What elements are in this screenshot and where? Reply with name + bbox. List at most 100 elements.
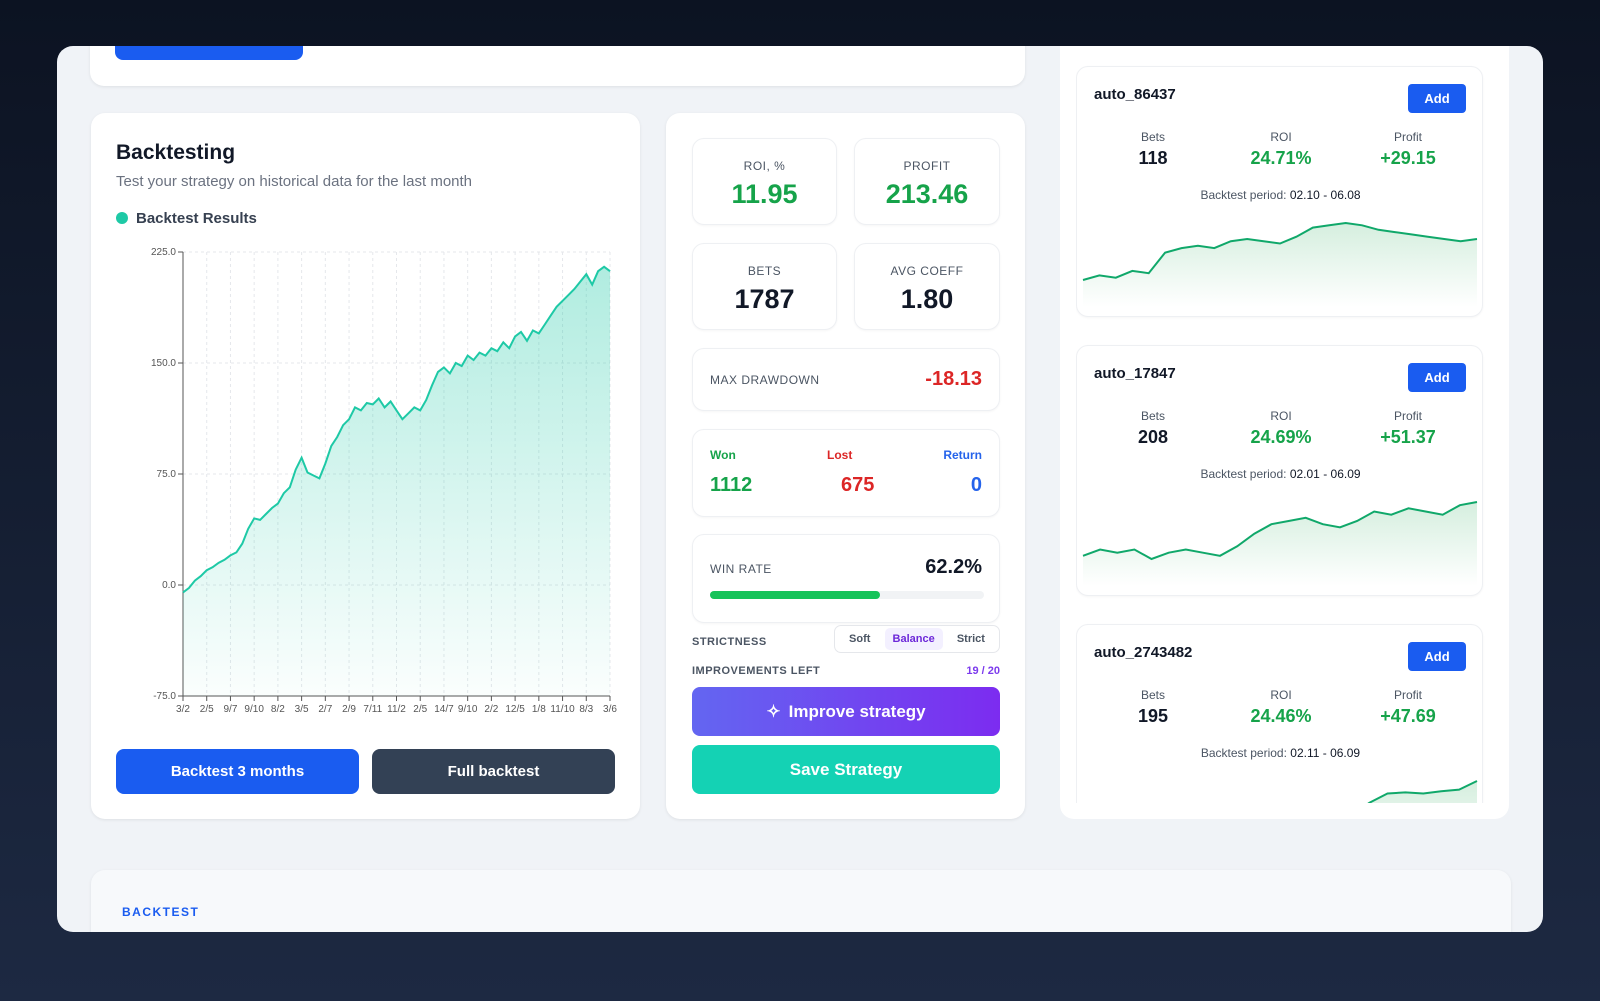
roi-label: ROI [1270,130,1292,144]
roi-label: ROI [1270,688,1292,702]
x-tick-label: 2/9 [342,704,356,715]
y-tick-label: -75.0 [153,691,176,702]
strictness-option[interactable]: Strict [956,633,985,645]
sparkle-icon: ✧ [766,701,781,721]
spark-area [1369,781,1477,803]
win-rate-tile: WIN RATE 62.2% [692,534,1000,623]
save-button[interactable]: Save Strategy [692,745,1000,794]
x-tick-label: 2/5 [413,704,427,715]
lost-label: Lost [827,448,853,462]
roi-label: ROI [1270,409,1292,423]
top-card [90,46,1025,86]
improvements-label: IMPROVEMENTS LEFT [692,665,821,677]
return-label: Return [943,448,982,462]
area [183,266,610,696]
period-value: 02.10 - 06.08 [1289,188,1361,202]
period: Backtest period: 02.01 - 06.09 [1077,467,1482,481]
stat-value: 1787 [734,284,795,314]
lost-value: 675 [841,474,875,496]
line [182,265,611,594]
x-tick-label: 11/10 [550,704,575,715]
spark-line [1082,221,1478,281]
strictness-option[interactable]: Balance [884,628,943,650]
card-title: Backtesting [116,141,236,164]
strictness-option[interactable]: Soft [849,633,871,645]
x-tick-label: 9/7 [223,704,237,715]
faq-card: BACKTEST [91,870,1511,932]
stat-value: 213.46 [885,179,969,209]
strategy-name: auto_2743482 [1094,644,1193,661]
roi-value: 24.69% [1250,427,1312,447]
x-tick-label: 3/2 [176,704,190,715]
strategy-card: auto_2743482 Add Bets 195 ROI 24.46% Profit +47… [1076,624,1483,803]
won-label: Won [710,448,736,462]
stat-label: ROI, % [743,159,786,173]
x-tick-label: 1/8 [532,704,546,715]
top-button[interactable] [115,46,303,60]
sparkline [1367,780,1478,803]
x-tick-label: 11/2 [387,704,406,715]
roi-value: 24.46% [1250,706,1312,726]
x-tick-label: 2/7 [318,704,332,715]
legend-label: Backtest Results [136,210,257,227]
period-label: Backtest period: [1200,188,1287,202]
stat-value: 62.2% [925,556,982,578]
x-tick-label: 9/10 [244,704,264,715]
backtest-3-months-button[interactable]: Backtest 3 months [116,749,359,794]
period-label: Backtest period: [1200,467,1287,481]
strategy-name: auto_86437 [1094,86,1176,103]
period-label: Backtest period: [1200,746,1287,760]
backtesting-card: Backtesting Test your strategy on histor… [91,113,640,819]
bets-label: Bets [1140,409,1165,423]
window: Backtesting Test your strategy on histor… [57,46,1543,932]
strictness-label: STRICTNESS [692,636,767,648]
x-tick-label: 3/6 [603,704,617,715]
x-tick-label: 2/2 [484,704,498,715]
bets-value: 208 [1137,427,1169,447]
roi-tile: ROI, % 11.95 [692,138,837,225]
add-button[interactable]: Add [1408,363,1466,392]
strategy-name: auto_17847 [1094,365,1176,382]
legend-swatch [116,212,128,224]
strategies-list: auto_86437 Add Bets 118 ROI 24.71% Profit +29.1… [1076,46,1485,803]
period: Backtest period: 02.10 - 06.08 [1077,188,1482,202]
spark-area [1083,502,1477,586]
bets-label: Bets [1140,130,1165,144]
x-tick-label: 7/11 [363,704,382,715]
add-button[interactable]: Add [1408,642,1466,671]
progress-track [710,591,984,599]
improve-button[interactable]: ✧ Improve strategy [692,687,1000,736]
stat-label: MAX DRAWDOWN [710,373,820,387]
period: Backtest period: 02.11 - 06.09 [1077,746,1482,760]
spark-area [1083,223,1477,307]
chart: -75.0 0.0 75.0 150.0 225.0 3/2 2/5 9/7 9/10 8/2 3/… [151,247,617,715]
period-value: 02.11 - 06.09 [1290,746,1361,760]
drawdown-tile: MAX DRAWDOWN -18.13 [692,348,1000,411]
profit-value: +51.37 [1380,427,1436,447]
stat-label: BETS [747,264,782,278]
x-tick-label: 2/5 [200,704,214,715]
improvements-value: 19 / 20 [966,665,1000,677]
x-tick-label: 3/5 [295,704,309,715]
stats-card: ROI, % 11.95 PROFIT 213.46 BETS 1787 AVG… [666,113,1025,819]
stat-label: WIN RATE [710,562,772,576]
profit-tile: PROFIT 213.46 [854,138,1000,225]
spark-line [1367,780,1478,803]
stat-value: 1.80 [900,284,954,314]
strictness-toggle: Soft Balance Strict [834,625,1000,653]
faq-eyebrow: BACKTEST [122,905,200,919]
bets-value: 195 [1137,706,1169,726]
full-backtest-button[interactable]: Full backtest [372,749,615,794]
x-tick-label: 9/10 [458,704,478,715]
add-button[interactable]: Add [1408,84,1466,113]
roi-value: 24.71% [1250,148,1312,168]
period-value: 02.01 - 06.09 [1289,467,1361,481]
progress-fill [710,591,881,599]
outcome-tile: Won 1112 Lost 675 Return 0 [692,429,1000,517]
x-tick-label: 12/5 [505,704,525,715]
y-tick-label: 0.0 [162,580,176,591]
stat-value: -18.13 [925,368,982,390]
profit-label: Profit [1393,130,1422,144]
bets-tile: BETS 1787 [692,243,837,330]
